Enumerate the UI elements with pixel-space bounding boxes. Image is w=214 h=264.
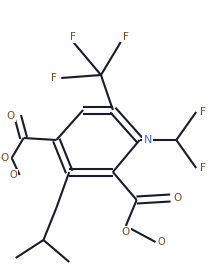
Text: O: O: [122, 227, 130, 237]
Text: O: O: [1, 153, 9, 163]
Text: F: F: [51, 73, 57, 83]
Text: F: F: [200, 107, 206, 117]
Text: O: O: [10, 170, 18, 180]
Text: O: O: [7, 111, 15, 121]
Text: F: F: [200, 163, 206, 173]
Text: F: F: [70, 32, 76, 42]
Text: F: F: [123, 32, 129, 42]
Text: O: O: [158, 237, 165, 247]
Text: N: N: [143, 135, 152, 145]
Text: O: O: [173, 193, 181, 203]
